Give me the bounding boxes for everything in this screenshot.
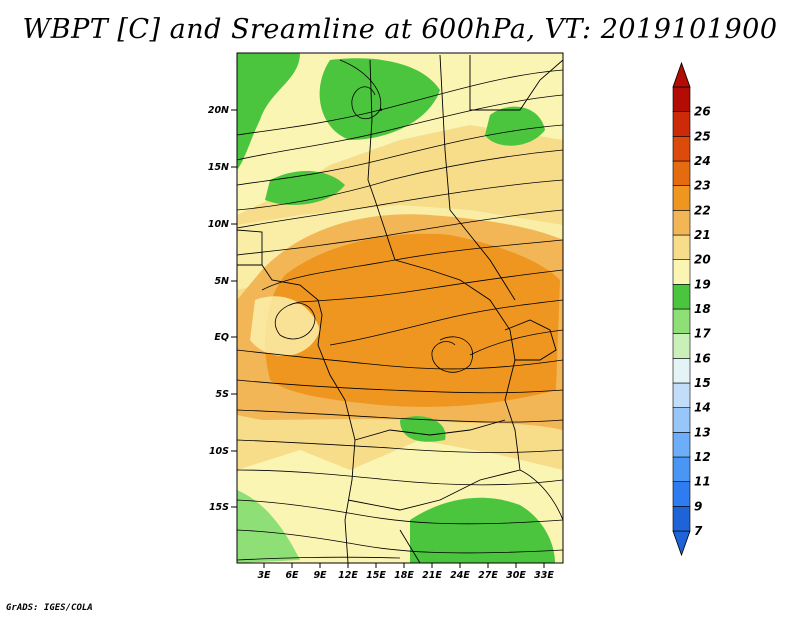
lat-label: 5S (216, 389, 230, 400)
lake-victoria (504, 319, 557, 361)
colorbar-label: 12 (694, 450, 711, 464)
border-northeast (469, 55, 563, 111)
colorbar-label: 21 (694, 228, 711, 242)
field-green-south-patch (400, 416, 446, 442)
latitude-labels: 20N 15N 10N 5N EQ 5S 10S 15S (208, 105, 229, 513)
colorbar-label: 22 (694, 203, 711, 217)
colorbar-label: 13 (694, 425, 711, 439)
colorbar-label: 24 (694, 154, 711, 168)
coastline-west (237, 264, 356, 563)
border-southeast (399, 529, 421, 563)
colorbar-swatch (672, 456, 691, 482)
colorbar-label: 26 (694, 105, 711, 119)
country-borders (237, 54, 563, 563)
lat-label: 15S (209, 502, 229, 513)
colorbar-label: 9 (694, 499, 702, 513)
axis-ticks (231, 109, 545, 568)
colorbar-swatch (672, 234, 691, 260)
colorbar-swatch (672, 506, 691, 532)
grads-credit: GrADS: IGES/COLA (6, 603, 93, 613)
lat-label: 10N (208, 219, 229, 230)
lon-label: 15E (366, 570, 386, 581)
lat-label: 20N (208, 105, 229, 116)
colorbar-label: 16 (694, 351, 711, 365)
border-east (439, 54, 516, 301)
colorbar-swatch (672, 432, 691, 458)
map-frame (236, 52, 564, 564)
field-green-northwest (237, 53, 300, 170)
colorbar-label: 14 (694, 401, 711, 415)
plot-title: WBPT [C] and Sreamline at 600hPa, VT: 20… (22, 14, 778, 45)
lat-label: 5N (214, 276, 229, 287)
lat-label: 10S (209, 446, 229, 457)
lon-label: 21E (422, 570, 442, 581)
border-congo (394, 259, 521, 471)
field-green-southeast (410, 497, 555, 563)
colorbar-swatch (672, 210, 691, 236)
longitude-labels: 3E 6E 9E 12E 15E 18E 21E 24E 27E 30E 33E (257, 570, 554, 581)
colorbar-swatch (672, 160, 691, 186)
colorbar-label: 20 (694, 253, 711, 267)
border-south (347, 469, 521, 511)
lon-label: 24E (450, 570, 470, 581)
colorbar-swatch (672, 358, 691, 384)
colorbar-swatch (672, 382, 691, 408)
colorbar-arrow-top (672, 61, 691, 88)
colorbar-arrow-bottom (672, 530, 691, 557)
colorbar-label: 7 (694, 524, 703, 538)
border-west (237, 229, 263, 265)
colorbar-swatch (672, 259, 691, 285)
colorbar-swatch (672, 333, 691, 359)
field-orange (265, 233, 560, 407)
lat-label: 15N (208, 162, 229, 173)
lon-label: 30E (506, 570, 526, 581)
colorbar-swatch (672, 284, 691, 310)
wbpt-field (237, 53, 563, 563)
border-angola (354, 419, 506, 441)
lon-label: 12E (338, 570, 358, 581)
colorbar-swatch (672, 481, 691, 507)
lon-label: 18E (394, 570, 414, 581)
lon-label: 3E (257, 570, 271, 581)
lat-label: EQ (214, 332, 229, 343)
colorbar-swatch (672, 136, 691, 162)
colorbar-label: 17 (694, 327, 711, 341)
colorbar-label: 23 (694, 179, 711, 193)
field-cream-north (237, 53, 563, 215)
border-north-central (367, 59, 396, 261)
colorbar-swatch (672, 111, 691, 137)
field-cream-west (250, 296, 320, 357)
field-green-east (485, 106, 545, 146)
lon-label: 6E (285, 570, 299, 581)
colorbar-swatch (672, 308, 691, 334)
lon-label: 27E (478, 570, 498, 581)
colorbar-swatch (672, 86, 691, 112)
field-green-southwest (237, 490, 300, 563)
field-green-north (319, 58, 440, 140)
colorbar: 7 9 11 12 13 14 15 16 17 18 19 20 21 22 23 24 25 26 (672, 61, 711, 557)
colorbar-label: 11 (694, 475, 711, 489)
colorbar-swatch (672, 407, 691, 433)
streamlines (237, 59, 563, 561)
lon-label: 9E (313, 570, 327, 581)
colorbar-swatch (672, 185, 691, 211)
colorbar-label: 19 (694, 277, 711, 291)
colorbar-label: 18 (694, 302, 711, 316)
colorbar-label: 25 (694, 129, 711, 143)
lon-label: 33E (534, 570, 554, 581)
colorbar-label: 15 (694, 376, 711, 390)
